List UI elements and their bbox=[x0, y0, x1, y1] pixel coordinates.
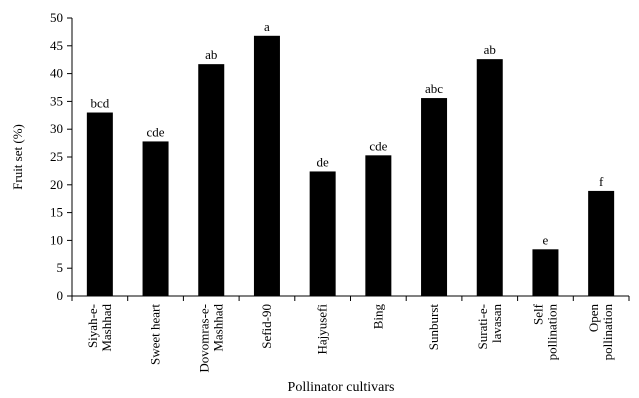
significance-letter: ab bbox=[205, 47, 217, 62]
bar bbox=[421, 98, 448, 297]
bar bbox=[253, 35, 280, 297]
y-tick-label: 20 bbox=[50, 177, 63, 192]
x-ticks bbox=[71, 296, 630, 301]
x-category-label-line: Open bbox=[586, 304, 601, 333]
bar bbox=[198, 64, 225, 296]
y-tick-label: 25 bbox=[50, 149, 63, 164]
significance-letter: bcd bbox=[90, 96, 109, 111]
x-axis-title: Pollinator cultivars bbox=[288, 380, 395, 395]
bar bbox=[588, 190, 615, 296]
x-category-label: Sefid-90 bbox=[259, 304, 274, 349]
x-category-label: Bing bbox=[370, 304, 385, 330]
x-category-label-line: Sefid-90 bbox=[259, 304, 274, 349]
x-category-label: Siyah-e- Mashhad bbox=[85, 304, 114, 352]
significance-letters: bcd cde ab a de cde abc ab e f bbox=[90, 19, 604, 248]
significance-letter: ab bbox=[484, 42, 496, 57]
y-tick-label: 40 bbox=[50, 66, 63, 81]
bar bbox=[365, 155, 392, 296]
y-ticks: 0 5 10 15 20 25 30 35 40 45 50 bbox=[50, 10, 72, 303]
x-category-labels: Siyah-e- Mashhad Sweet heart Dovomras-e- Mas… bbox=[85, 303, 615, 372]
significance-letter: e bbox=[543, 232, 549, 247]
bar bbox=[532, 249, 559, 296]
x-category-label-line: Hajyusefi bbox=[315, 304, 330, 355]
y-axis-title: Fruit set (%) bbox=[10, 124, 25, 190]
y-tick-label: 35 bbox=[50, 93, 63, 108]
y-tick-label: 15 bbox=[50, 205, 63, 220]
x-category-label-line: pollination bbox=[600, 304, 615, 361]
bar bbox=[476, 59, 503, 297]
bar bbox=[309, 171, 336, 296]
significance-letter: a bbox=[264, 19, 270, 34]
significance-letter: de bbox=[317, 154, 330, 169]
x-category-label: Sweet heart bbox=[148, 304, 163, 365]
x-category-label: Hajyusefi bbox=[315, 304, 330, 355]
x-category-label-line: lavasan bbox=[489, 304, 504, 343]
x-category-label-line: Siyah-e- bbox=[85, 304, 100, 348]
bar bbox=[86, 112, 113, 297]
x-category-label-line: Dovomras-e- bbox=[196, 304, 211, 373]
x-category-label-line: Sunburst bbox=[426, 304, 441, 351]
x-category-label-line: Mashhad bbox=[99, 304, 114, 352]
y-tick-label: 50 bbox=[50, 10, 63, 25]
x-category-label: Open pollination bbox=[586, 304, 615, 361]
x-category-label: Dovomras-e- Mashhad bbox=[196, 304, 225, 373]
x-category-label-line: Sweet heart bbox=[148, 304, 163, 365]
significance-letter: cde bbox=[369, 138, 387, 153]
x-category-label-line: Mashhad bbox=[210, 304, 225, 352]
y-tick-label: 5 bbox=[57, 260, 64, 275]
x-category-label-line: pollination bbox=[544, 304, 559, 361]
significance-letter: abc bbox=[425, 81, 443, 96]
x-category-label: Self pollination bbox=[530, 303, 559, 360]
x-category-label: Surati-e-lavasan bbox=[475, 304, 504, 350]
bar bbox=[142, 141, 169, 296]
significance-letter: cde bbox=[147, 124, 165, 139]
significance-letter: f bbox=[599, 174, 604, 189]
x-category-label-line: Self bbox=[530, 303, 545, 325]
x-category-label: Sunburst bbox=[426, 304, 441, 351]
x-category-label-line: Surati-e- bbox=[475, 304, 490, 349]
y-tick-label: 0 bbox=[57, 288, 64, 303]
x-category-label-line: Bing bbox=[370, 304, 385, 330]
y-tick-label: 45 bbox=[50, 38, 63, 53]
bars bbox=[86, 35, 615, 297]
y-tick-label: 30 bbox=[50, 121, 63, 136]
y-tick-label: 10 bbox=[50, 232, 63, 247]
